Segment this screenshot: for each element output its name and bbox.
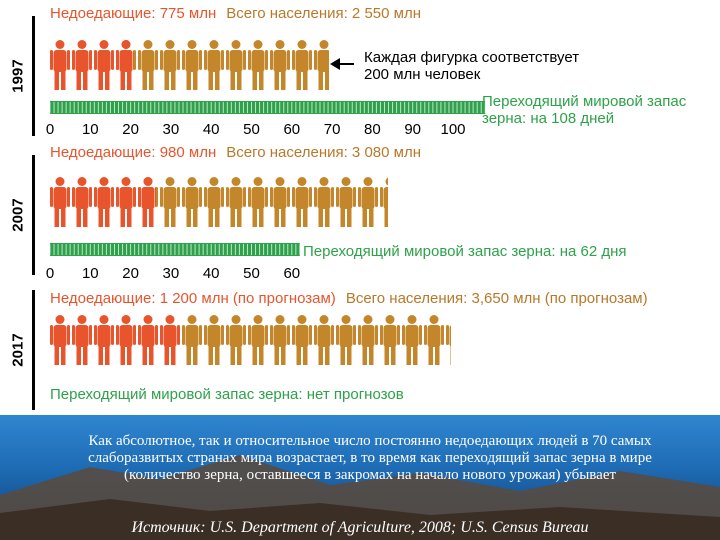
axis-tick-2007-10: 10	[82, 265, 99, 282]
person-figure	[292, 177, 312, 227]
person-figure	[314, 177, 334, 227]
person-figure	[138, 177, 156, 227]
person-figure	[270, 315, 290, 365]
axis-tick-1997-40: 40	[203, 121, 220, 138]
infographic: 1997 2007 2017 Недоедающие: 775 млн Всего…	[4, 5, 687, 410]
person-figure	[336, 177, 356, 227]
undernourished-label-1997: Недоедающие: 775 млн	[50, 5, 216, 22]
unit-note-arrowhead	[330, 58, 340, 70]
person-figure	[72, 315, 92, 365]
person-figure	[358, 177, 378, 227]
person-figure	[226, 40, 246, 90]
person-figure	[402, 315, 422, 365]
person-figure	[380, 315, 400, 365]
person-figure	[72, 177, 92, 227]
source-text: Источник: U.S. Department of Agriculture…	[131, 519, 589, 536]
axis-tick-1997-100: 100	[440, 121, 465, 138]
person-figure	[116, 40, 134, 90]
person-figure	[204, 315, 224, 365]
axis-tick-1997-60: 60	[283, 121, 300, 138]
person-figure	[94, 315, 114, 365]
population-label-1997: Всего населения: 2 550 млн	[226, 5, 421, 22]
person-figure	[116, 177, 136, 227]
person-figure	[248, 315, 268, 365]
person-figure	[336, 315, 356, 365]
person-figure	[94, 177, 114, 227]
axis-tick-1997-20: 20	[122, 121, 139, 138]
axis-tick-1997-90: 90	[404, 121, 421, 138]
person-figure	[182, 315, 202, 365]
year-label-2007: 2007	[4, 155, 35, 275]
caption-panel: Как абсолютное, так и относительное числ…	[0, 415, 720, 540]
reserve-label-2007: Переходящий мировой запас зерна: на 62 д…	[303, 243, 627, 260]
undernourished-label-2007: Недоедающие: 980 млн	[50, 144, 216, 161]
person-figure	[50, 40, 70, 90]
mountain-background	[0, 455, 720, 540]
person-figure	[204, 40, 224, 90]
person-figure	[204, 177, 224, 227]
axis-tick-2007-0: 0	[46, 265, 54, 282]
axis-tick-1997-30: 30	[163, 121, 180, 138]
person-figure	[248, 177, 268, 227]
axis-tick-1997-70: 70	[324, 121, 341, 138]
person-figure	[446, 325, 451, 365]
person-figure	[424, 315, 444, 365]
person-figure	[226, 177, 246, 227]
axis-tick-1997-10: 10	[82, 121, 99, 138]
person-figure	[314, 315, 334, 365]
person-figure	[248, 40, 268, 90]
axis-tick-1997-80: 80	[364, 121, 381, 138]
axis-tick-1997-0: 0	[46, 121, 54, 138]
year-label-2017: 2017	[4, 290, 35, 410]
axis-tick-1997-50: 50	[243, 121, 260, 138]
person-figure	[94, 40, 114, 90]
person-figure	[138, 315, 158, 365]
person-figure	[72, 40, 92, 90]
person-figure	[270, 40, 290, 90]
person-figure	[50, 315, 70, 365]
person-figure	[182, 40, 202, 90]
reserve-label-1997: Переходящий мировой запас зерна: на 108 д…	[482, 93, 687, 127]
population-label-2017: Всего населения: 3,650 млн (по прогнозам…	[346, 290, 648, 307]
person-figure	[226, 315, 246, 365]
person-figure	[314, 40, 329, 90]
person-figure	[182, 177, 202, 227]
pictograph-chart: Недоедающие: 775 млн Всего населения: 2 5…	[46, 5, 687, 403]
person-figure	[292, 315, 312, 365]
person-figure	[270, 177, 290, 227]
person-figure	[160, 177, 180, 227]
person-figure	[358, 315, 378, 365]
person-figure	[380, 177, 388, 227]
person-figure	[160, 40, 180, 90]
axis-tick-2007-60: 60	[283, 265, 300, 282]
unit-note: Каждая фигурка соответствует 200 млн чело…	[364, 49, 579, 83]
caption-text: Как абсолютное, так и относительное числ…	[88, 433, 652, 483]
axis-tick-2007-30: 30	[163, 265, 180, 282]
axis-tick-2007-50: 50	[243, 265, 260, 282]
person-figure	[50, 177, 70, 227]
person-figure	[138, 40, 158, 90]
axis-tick-2007-40: 40	[203, 265, 220, 282]
person-figure	[160, 315, 180, 365]
undernourished-label-2017: Недоедающие: 1 200 млн (по прогнозам)	[50, 290, 336, 307]
reserve-label-2017: Переходящий мировой запас зерна: нет про…	[50, 386, 404, 403]
population-label-2007: Всего населения: 3 080 млн	[226, 144, 421, 161]
year-label-1997: 1997	[4, 16, 35, 136]
axis-tick-2007-20: 20	[122, 265, 139, 282]
person-figure	[116, 315, 136, 365]
person-figure	[292, 40, 312, 90]
